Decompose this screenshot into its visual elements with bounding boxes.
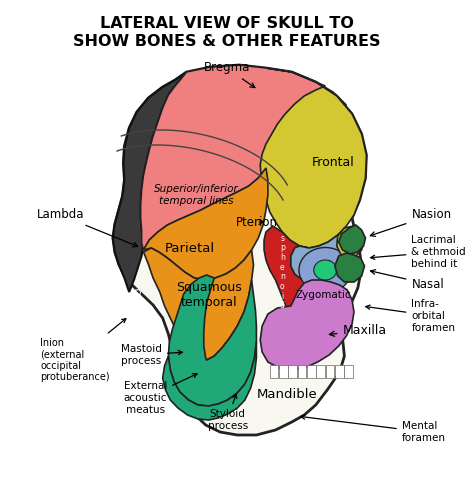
- Polygon shape: [338, 225, 365, 254]
- Text: Superior/inferior
temporal lines: Superior/inferior temporal lines: [154, 184, 238, 206]
- Text: Squamous
temporal: Squamous temporal: [176, 281, 241, 309]
- Polygon shape: [144, 168, 268, 280]
- Ellipse shape: [299, 247, 352, 293]
- Polygon shape: [291, 235, 348, 286]
- Polygon shape: [335, 253, 365, 282]
- Bar: [317, 365, 325, 378]
- Bar: [289, 365, 297, 378]
- Bar: [298, 365, 306, 378]
- Text: Zygomatic: Zygomatic: [296, 290, 351, 300]
- Text: Mastoid
process: Mastoid process: [121, 344, 182, 366]
- Text: Maxilla: Maxilla: [329, 324, 387, 337]
- Bar: [335, 365, 344, 378]
- Text: Styloid
process: Styloid process: [208, 394, 248, 431]
- Text: Occipital: Occipital: [129, 287, 153, 334]
- Text: Nasion: Nasion: [370, 209, 452, 236]
- Text: Frontal: Frontal: [311, 155, 354, 168]
- Polygon shape: [144, 248, 254, 360]
- Polygon shape: [260, 280, 354, 370]
- Polygon shape: [168, 275, 256, 406]
- Bar: [270, 365, 278, 378]
- Bar: [279, 365, 288, 378]
- Polygon shape: [264, 226, 319, 328]
- Text: Lacrimal
& ethmoid
behind it: Lacrimal & ethmoid behind it: [371, 235, 466, 269]
- Text: Lambda: Lambda: [36, 209, 138, 247]
- Text: Parietal: Parietal: [164, 242, 215, 254]
- Text: Mandible: Mandible: [256, 389, 318, 401]
- Text: Bregma: Bregma: [203, 62, 255, 88]
- Ellipse shape: [314, 260, 337, 280]
- Text: Nasal: Nasal: [371, 270, 444, 290]
- Polygon shape: [113, 72, 187, 292]
- Polygon shape: [163, 342, 256, 420]
- Bar: [326, 365, 334, 378]
- Text: SHOW BONES & OTHER FEATURES: SHOW BONES & OTHER FEATURES: [73, 34, 381, 49]
- Text: LATERAL VIEW OF SKULL TO: LATERAL VIEW OF SKULL TO: [100, 16, 354, 31]
- Polygon shape: [141, 65, 346, 250]
- Text: Infra-
orbital
foramen: Infra- orbital foramen: [366, 300, 456, 333]
- Text: Inion
(external
occipital
protuberance): Inion (external occipital protuberance): [40, 319, 126, 382]
- Text: External
acoustic
meatus: External acoustic meatus: [124, 373, 197, 415]
- Polygon shape: [113, 65, 366, 435]
- Polygon shape: [260, 68, 366, 248]
- Text: Mental
foramen: Mental foramen: [301, 415, 446, 443]
- Polygon shape: [337, 226, 364, 258]
- Bar: [307, 365, 316, 378]
- Bar: [345, 365, 353, 378]
- Text: Pterion: Pterion: [236, 215, 277, 228]
- Text: s
p
h
e
n
o
i
d: s p h e n o i d: [280, 234, 285, 310]
